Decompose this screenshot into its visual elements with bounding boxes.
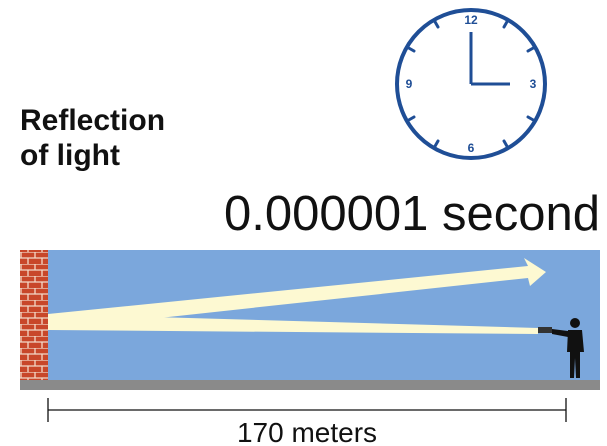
scene [20, 250, 600, 390]
clock-number: 6 [468, 141, 475, 155]
title-line: of light [20, 139, 120, 172]
clock: 12 3 6 9 [395, 8, 547, 160]
title-line: Reflection [20, 104, 165, 137]
clock-number: 12 [464, 13, 478, 27]
clock-number: 3 [530, 77, 537, 91]
clock-number: 9 [406, 77, 413, 91]
time-label: 0.000001 second [224, 187, 600, 241]
distance-label: 170 meters [237, 417, 377, 446]
dimension-line [47, 398, 567, 422]
